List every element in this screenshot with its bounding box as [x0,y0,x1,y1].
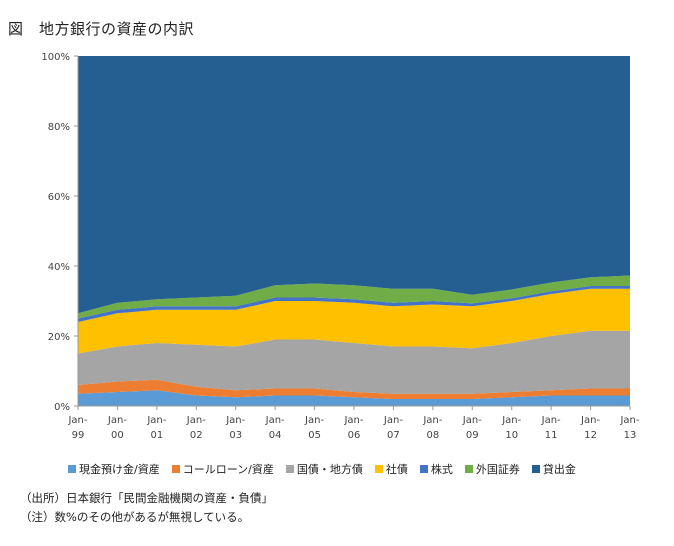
legend-item: 国債・地方債 [285,461,363,477]
chart-legend: 現金預け金/資産 コールローン/資産 国債・地方債 社債 株式 外国証券 貸出金 [68,461,576,477]
x-tick-label-top: Jan- [462,415,482,426]
legend-swatch [374,465,383,473]
legend-swatch [285,465,294,473]
x-tick-label-bottom: 09 [466,430,479,441]
legend-swatch [419,465,428,473]
x-tick-label-bottom: 12 [584,430,597,441]
x-tick-label-bottom: 01 [150,430,163,441]
legend-item: コールローン/資産 [171,461,274,477]
legend-label: 社債 [385,463,408,476]
x-tick-label-bottom: 08 [426,430,439,441]
remark-note: （注）数%のその他があるが無視している。 [20,510,250,524]
legend-swatch [171,465,180,473]
legend-swatch [464,465,473,473]
x-tick-label-top: Jan- [422,415,442,426]
x-tick-label-top: Jan- [383,415,403,426]
x-tick-label-top: Jan- [501,415,521,426]
x-tick-label-top: Jan- [146,415,166,426]
area-series-group [78,56,630,406]
legend-label: 外国証券 [475,463,520,476]
x-tick-label-top: Jan- [107,415,127,426]
x-tick-label-top: Jan- [541,415,561,426]
x-tick-label-bottom: 06 [348,430,361,441]
x-tick-label-top: Jan- [67,415,87,426]
legend-label: 株式 [430,463,453,476]
x-tick-label-top: Jan- [225,415,245,426]
legend-item: 株式 [419,461,453,477]
x-tick-label-bottom: 99 [72,430,85,441]
legend-item: 貸出金 [531,461,576,477]
source-note: （出所）日本銀行「民間金融機関の資産・負債」 [20,491,273,505]
area-series-4 [78,286,630,322]
area-series-0 [78,390,630,406]
x-tick-label-top: Jan- [343,415,363,426]
legend-swatch [531,465,540,473]
y-tick-label: 60% [48,192,70,203]
area-series-1 [78,379,630,399]
y-tick-label: 0% [54,402,70,413]
axes-group: 0% 20% 40% 60% 80% 100% Jan- 99 Jan- 00 Jan- 01 Jan-… [41,52,639,441]
area-series-2 [78,330,630,394]
y-tick-label: 40% [48,262,70,273]
x-tick-label-bottom: 00 [111,430,124,441]
x-tick-label-bottom: 13 [624,430,637,441]
x-tick-label-bottom: 02 [190,430,203,441]
legend-label: 貸出金 [542,463,576,476]
y-tick-label: 20% [48,332,70,343]
legend-item: 外国証券 [464,461,520,477]
area-series-5 [78,275,630,319]
x-tick-label-bottom: 03 [229,430,242,441]
legend-swatch [68,465,76,473]
y-tick-label: 100% [41,52,70,63]
x-tick-label-top: Jan- [265,415,285,426]
x-tick-label-bottom: 11 [545,430,558,441]
x-tick-label-top: Jan- [580,415,600,426]
area-series-3 [78,288,630,354]
chart-title: 図 地方銀行の資産の内訳 [8,20,195,38]
x-tick-label-bottom: 10 [505,430,518,441]
x-tick-label-bottom: 05 [308,430,321,441]
legend-label: コールローン/資産 [182,463,274,476]
legend-item: 現金預け金/資産 [68,461,160,477]
legend-item: 社債 [374,461,408,477]
legend-label: 国債・地方債 [296,463,363,476]
y-tick-label: 80% [48,122,70,133]
x-tick-label-top: Jan- [304,415,324,426]
legend-label: 現金預け金/資産 [79,463,160,476]
x-tick-label-top: Jan- [619,415,639,426]
x-tick-label-bottom: 04 [269,430,282,441]
area-series-6 [78,56,630,314]
x-tick-label-top: Jan- [186,415,206,426]
x-tick-label-bottom: 07 [387,430,400,441]
